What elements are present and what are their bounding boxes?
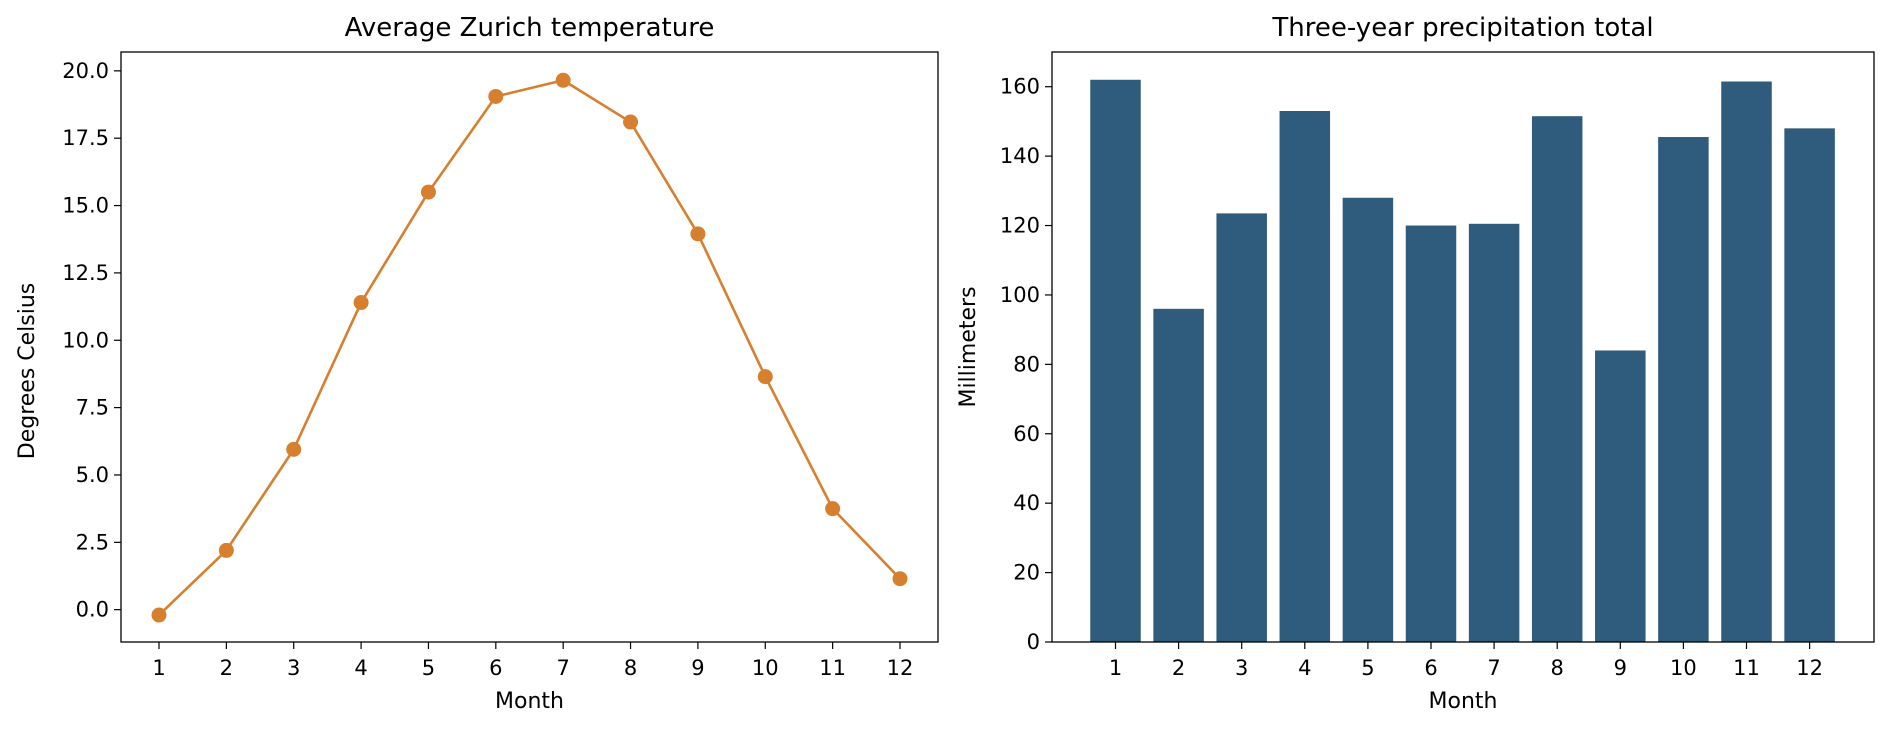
precipitation-bar: [1468, 223, 1520, 642]
temperature-y-ticks: 0.0 2.5 5.0 7.5 10.0 12.5 15.0 17.5 20.0: [62, 59, 121, 622]
temperature-point: [151, 607, 167, 623]
precipitation-bar: [1531, 116, 1583, 643]
temperature-x-ticks: 1 2 3 4 5 6 7 8 9 10 11 12: [152, 642, 913, 680]
x-tick-label: 1: [1109, 656, 1122, 680]
y-tick-label: 17.5: [62, 126, 109, 150]
temperature-chart-title: Average Zurich temperature: [345, 13, 715, 43]
temperature-point: [488, 88, 504, 104]
y-tick-label: 20: [1013, 561, 1040, 585]
y-tick-label: 0: [1027, 630, 1040, 654]
x-tick-label: 3: [287, 656, 300, 680]
y-tick-label: 2.5: [76, 530, 109, 554]
x-tick-label: 1: [152, 656, 165, 680]
temperature-point: [218, 542, 234, 558]
y-tick-label: 10.0: [62, 328, 109, 352]
y-tick-label: 12.5: [62, 261, 109, 285]
x-tick-label: 10: [1670, 656, 1697, 680]
x-tick-label: 6: [489, 656, 502, 680]
x-tick-label: 8: [1551, 656, 1564, 680]
y-tick-label: 5.0: [76, 463, 109, 487]
x-tick-label: 5: [422, 656, 435, 680]
precipitation-bar: [1216, 213, 1267, 642]
temperature-point: [555, 72, 571, 88]
x-tick-label: 5: [1361, 656, 1374, 680]
temperature-line: [158, 78, 901, 616]
x-tick-label: 12: [887, 656, 914, 680]
x-tick-label: 11: [819, 656, 846, 680]
precipitation-y-ticks: 0 20 40 60 80 100 120 140 160: [1000, 75, 1052, 654]
x-tick-label: 6: [1424, 656, 1437, 680]
temperature-y-axis-label: Degrees Celsius: [15, 283, 40, 460]
temperature-point: [825, 501, 841, 517]
x-tick-label: 7: [556, 656, 569, 680]
x-tick-label: 9: [1614, 656, 1627, 680]
y-tick-label: 160: [1000, 75, 1040, 99]
precipitation-x-ticks: 1 2 3 4 5 6 7 8 9 10 11 12: [1109, 642, 1823, 680]
y-tick-label: 60: [1013, 422, 1040, 446]
x-tick-label: 2: [1172, 656, 1185, 680]
temperature-point: [420, 184, 436, 200]
temperature-point: [286, 441, 302, 457]
temperature-point: [757, 369, 773, 385]
x-tick-label: 3: [1235, 656, 1248, 680]
precipitation-bar: [1784, 128, 1835, 643]
y-tick-label: 20.0: [62, 59, 109, 83]
precipitation-chart-title: Three-year precipitation total: [1271, 13, 1653, 43]
precipitation-bar: [1090, 79, 1141, 642]
precipitation-bar: [1721, 81, 1772, 642]
x-tick-label: 2: [220, 656, 233, 680]
y-tick-label: 7.5: [76, 396, 109, 420]
temperature-point: [690, 226, 706, 242]
temperature-point: [623, 114, 639, 130]
precipitation-bar: [1153, 308, 1204, 642]
precipitation-bar: [1279, 111, 1331, 642]
precipitation-bar: [1595, 350, 1646, 642]
temperature-series: [151, 72, 908, 623]
temperature-point: [353, 295, 369, 311]
temperature-line-chart: Average Zurich temperature Month Degrees…: [15, 13, 939, 714]
y-tick-label: 140: [1000, 144, 1040, 168]
x-tick-label: 10: [752, 656, 779, 680]
precipitation-bar-chart: Three-year precipitation total Month Mil…: [956, 13, 1875, 714]
x-tick-label: 4: [354, 656, 367, 680]
precipitation-plot-frame: [1051, 51, 1875, 643]
y-tick-label: 120: [1000, 214, 1040, 238]
precipitation-bars: [1090, 79, 1835, 643]
precipitation-x-axis-label: Month: [1429, 689, 1498, 714]
x-tick-label: 4: [1298, 656, 1311, 680]
temperature-point: [892, 571, 908, 587]
y-tick-label: 100: [1000, 283, 1040, 307]
x-tick-label: 9: [691, 656, 704, 680]
y-tick-label: 40: [1013, 491, 1040, 515]
y-tick-label: 0.0: [76, 598, 109, 622]
temperature-plot-frame: [120, 51, 939, 643]
temperature-x-axis-label: Month: [495, 689, 564, 714]
x-tick-label: 11: [1733, 656, 1760, 680]
x-tick-label: 8: [624, 656, 637, 680]
y-tick-label: 80: [1013, 352, 1040, 376]
precipitation-y-axis-label: Millimeters: [956, 286, 981, 407]
precipitation-bar: [1658, 137, 1709, 642]
precipitation-bar: [1405, 225, 1457, 642]
y-tick-label: 15.0: [62, 194, 109, 218]
x-tick-label: 7: [1487, 656, 1500, 680]
precipitation-bar: [1342, 197, 1394, 642]
x-tick-label: 12: [1796, 656, 1823, 680]
